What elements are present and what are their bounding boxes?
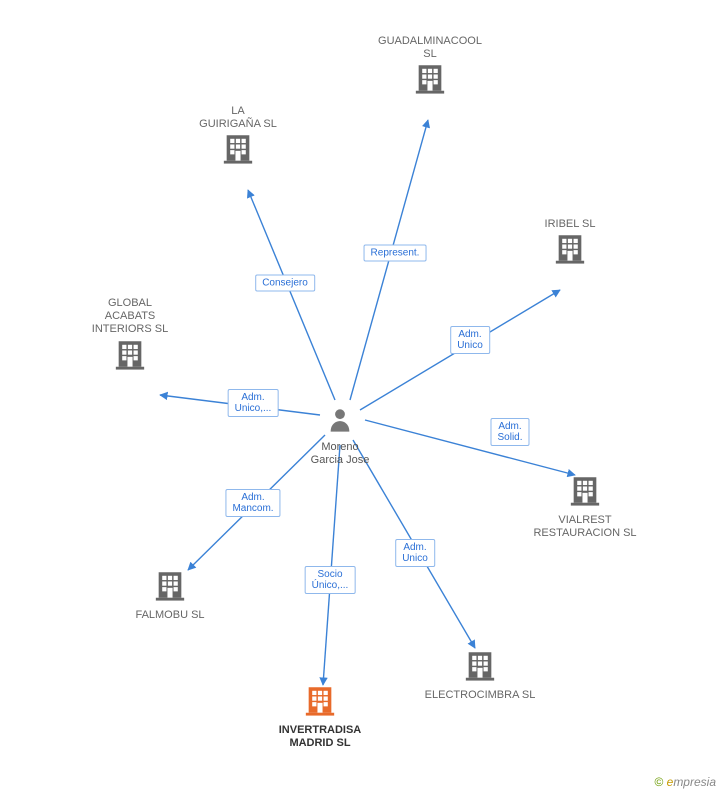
company-label: GLOBAL ACABATS INTERIORS SL — [60, 297, 200, 337]
person-label: Moreno Garcia Jose — [290, 441, 390, 467]
footer: © empresia — [654, 775, 716, 789]
company-label: VIALREST RESTAURACION SL — [515, 514, 655, 540]
edge-label[interactable]: Adm. Unico — [450, 326, 490, 354]
company-node[interactable]: FALMOBU SL — [100, 568, 240, 622]
edge-label[interactable]: Adm. Unico,... — [228, 389, 279, 417]
edge-line — [323, 445, 340, 685]
brand-label: empresia — [667, 775, 716, 789]
company-label: ELECTROCIMBRA SL — [410, 689, 550, 702]
edges-layer — [0, 0, 728, 795]
edge-label[interactable]: Adm. Mancom. — [225, 489, 280, 517]
company-label: INVERTRADISA MADRID SL — [250, 724, 390, 750]
company-node[interactable]: IRIBEL SL — [500, 216, 640, 270]
company-label: IRIBEL SL — [500, 218, 640, 231]
company-node[interactable]: ELECTROCIMBRA SL — [410, 648, 550, 702]
copyright-symbol: © — [654, 775, 663, 789]
edge-line — [365, 420, 575, 475]
center-person-node[interactable]: Moreno Garcia Jose — [290, 406, 390, 467]
building-icon — [221, 131, 255, 165]
building-icon — [113, 337, 147, 371]
building-icon — [413, 61, 447, 95]
edge-label[interactable]: Adm. Solid. — [490, 418, 529, 446]
building-icon — [568, 473, 602, 507]
company-node[interactable]: INVERTRADISA MADRID SL — [250, 683, 390, 750]
company-node[interactable]: LA GUIRIGAÑA SL — [168, 103, 308, 170]
company-node[interactable]: GUADALMINACOOL SL — [360, 33, 500, 100]
edge-label[interactable]: Socio Único,... — [305, 566, 356, 594]
company-label: LA GUIRIGAÑA SL — [168, 105, 308, 131]
company-label: GUADALMINACOOL SL — [360, 35, 500, 61]
person-icon — [326, 406, 354, 434]
edge-line — [248, 190, 335, 400]
diagram-canvas: GUADALMINACOOL SL LA GUIRIGAÑA SL IRIBEL… — [0, 0, 728, 795]
edge-label[interactable]: Consejero — [255, 275, 315, 292]
company-node[interactable]: GLOBAL ACABATS INTERIORS SL — [60, 295, 200, 376]
company-label: FALMOBU SL — [100, 609, 240, 622]
brand-rest: mpresia — [673, 775, 716, 789]
company-node[interactable]: VIALREST RESTAURACION SL — [515, 473, 655, 540]
edge-label[interactable]: Represent. — [364, 245, 427, 262]
edge-label[interactable]: Adm. Unico — [395, 539, 435, 567]
building-icon — [463, 648, 497, 682]
building-icon — [553, 231, 587, 265]
building-icon — [153, 568, 187, 602]
building-icon — [303, 683, 337, 717]
